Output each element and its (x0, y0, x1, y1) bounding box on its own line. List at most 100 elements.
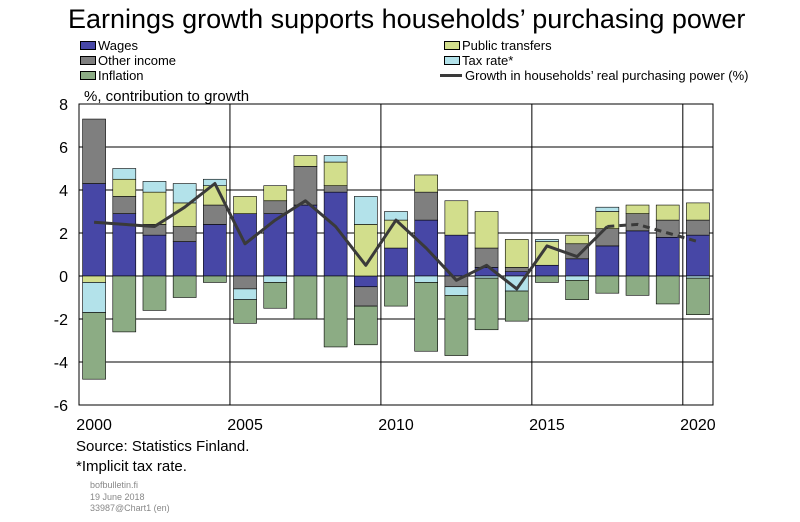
bar-tax-rate-2008 (323, 155, 348, 163)
legend: Wages Other income Inflation Public tran… (80, 38, 800, 88)
y-axis-label: %, contribution to growth (84, 88, 250, 105)
bar-other-income-2003 (172, 226, 197, 242)
bar-tax-rate-2013 (474, 275, 499, 279)
bar-tax-rate-2016 (565, 275, 589, 281)
site-label: bofbulletin.fi (90, 480, 139, 490)
legend-item-other-income: Other income (80, 53, 176, 68)
bar-public-transfers-2001 (112, 178, 137, 197)
bar-public-transfers-2005 (233, 196, 257, 214)
bar-inflation-2010 (384, 275, 408, 307)
bar-inflation-2013 (474, 277, 499, 331)
footnote: *Implicit tax rate. (76, 458, 187, 475)
growth-line-forecast (607, 222, 699, 244)
bar-wages-2000 (82, 183, 106, 277)
legend-label-growth-line: Growth in households’ real purchasing po… (465, 68, 749, 83)
legend-label-wages: Wages (98, 38, 138, 53)
y-tick-label-6: 6 (59, 140, 68, 157)
bar-inflation-2002 (142, 275, 167, 311)
bar-inflation-2003 (172, 275, 197, 298)
bar-tax-rate-2003 (172, 183, 197, 204)
bar-inflation-2017 (595, 275, 620, 294)
bar-tax-rate-2017 (595, 206, 620, 212)
bar-inflation-2011 (414, 282, 438, 352)
bar-inflation-2019 (655, 275, 680, 305)
y-tick-label--4: -4 (54, 355, 68, 372)
bar-inflation-2000 (82, 312, 106, 380)
bar-tax-rate-2002 (142, 181, 167, 193)
legend-label-public-transfers: Public transfers (462, 38, 552, 53)
bar-inflation-2008 (323, 275, 348, 348)
bar-inflation-2006 (263, 282, 288, 309)
source-note: Source: Statistics Finland. (76, 438, 250, 455)
legend-item-growth-line: Growth in households’ real purchasing po… (440, 68, 749, 83)
legend-swatch-inflation (80, 71, 96, 80)
legend-swatch-other-income (80, 56, 96, 65)
legend-swatch-growth-line (440, 74, 462, 77)
bar-wages-2019 (655, 237, 680, 277)
bar-public-transfers-2000 (82, 275, 106, 283)
bar-inflation-2015 (535, 275, 559, 283)
bar-other-income-2001 (112, 196, 137, 214)
y-tick-label--2: -2 (54, 312, 68, 329)
legend-swatch-tax-rate (444, 56, 460, 65)
legend-swatch-public-transfers (444, 41, 460, 50)
bar-tax-rate-2001 (112, 168, 137, 180)
bar-tax-rate-2005 (233, 288, 257, 300)
legend-label-other-income: Other income (98, 53, 177, 68)
bar-other-income-2005 (233, 275, 257, 290)
bar-other-income-2007 (293, 166, 318, 206)
bar-wages-2010 (384, 247, 408, 277)
bar-public-transfers-2007 (293, 155, 318, 167)
bar-public-transfers-2013 (474, 211, 499, 249)
bar-other-income-2020 (686, 219, 710, 236)
bar-other-income-2014 (504, 267, 529, 272)
date-label: 19 June 2018 (90, 492, 145, 502)
bar-inflation-2009 (354, 305, 378, 346)
bar-other-income-2000 (82, 118, 106, 184)
bar-public-transfers-2002 (142, 191, 167, 225)
bar-other-income-2004 (203, 204, 227, 225)
bar-public-transfers-2016 (565, 234, 589, 245)
bar-inflation-2007 (293, 275, 318, 320)
bar-other-income-2019 (655, 219, 680, 238)
bar-wages-2007 (293, 204, 318, 277)
bar-tax-rate-2011 (414, 275, 438, 283)
bar-tax-rate-2012 (444, 286, 469, 296)
bar-inflation-2012 (444, 295, 469, 356)
x-tick-label-2000: 2000 (76, 417, 112, 434)
bar-inflation-2018 (625, 275, 650, 296)
y-tick-label-0: 0 (59, 269, 68, 286)
legend-label-tax-rate: Tax rate* (462, 53, 514, 68)
bar-other-income-2006 (263, 200, 288, 214)
bar-inflation-2020 (686, 277, 710, 315)
bar-wages-2015 (535, 264, 559, 277)
bar-wages-2020 (686, 234, 710, 277)
bar-public-transfers-2018 (625, 204, 650, 214)
bar-inflation-2005 (233, 299, 257, 324)
bar-inflation-2016 (565, 279, 589, 300)
bar-public-transfers-2014 (504, 239, 529, 268)
bar-tax-rate-2000 (82, 282, 106, 313)
bar-wages-2009 (354, 275, 378, 288)
legend-item-wages: Wages (80, 38, 138, 53)
y-tick-label-8: 8 (59, 97, 68, 114)
bar-other-income-2018 (625, 213, 650, 232)
x-tick-label-2015: 2015 (529, 417, 565, 434)
bar-inflation-2001 (112, 275, 137, 333)
legend-label-inflation: Inflation (98, 68, 144, 83)
bar-public-transfers-2009 (354, 224, 378, 277)
bar-wages-2004 (203, 224, 227, 277)
bar-wages-2006 (263, 213, 288, 277)
x-tick-label-2005: 2005 (227, 417, 263, 434)
bar-wages-2018 (625, 230, 650, 277)
bar-public-transfers-2012 (444, 200, 469, 236)
bar-tax-rate-2020 (686, 275, 710, 279)
bar-other-income-2008 (323, 185, 348, 193)
bar-wages-2002 (142, 234, 167, 277)
y-tick-label--6: -6 (54, 398, 68, 415)
legend-item-inflation: Inflation (80, 68, 144, 83)
bar-other-income-2009 (354, 286, 378, 307)
y-tick-label-4: 4 (59, 183, 68, 200)
bar-wages-2016 (565, 258, 589, 277)
bar-tax-rate-2009 (354, 196, 378, 225)
